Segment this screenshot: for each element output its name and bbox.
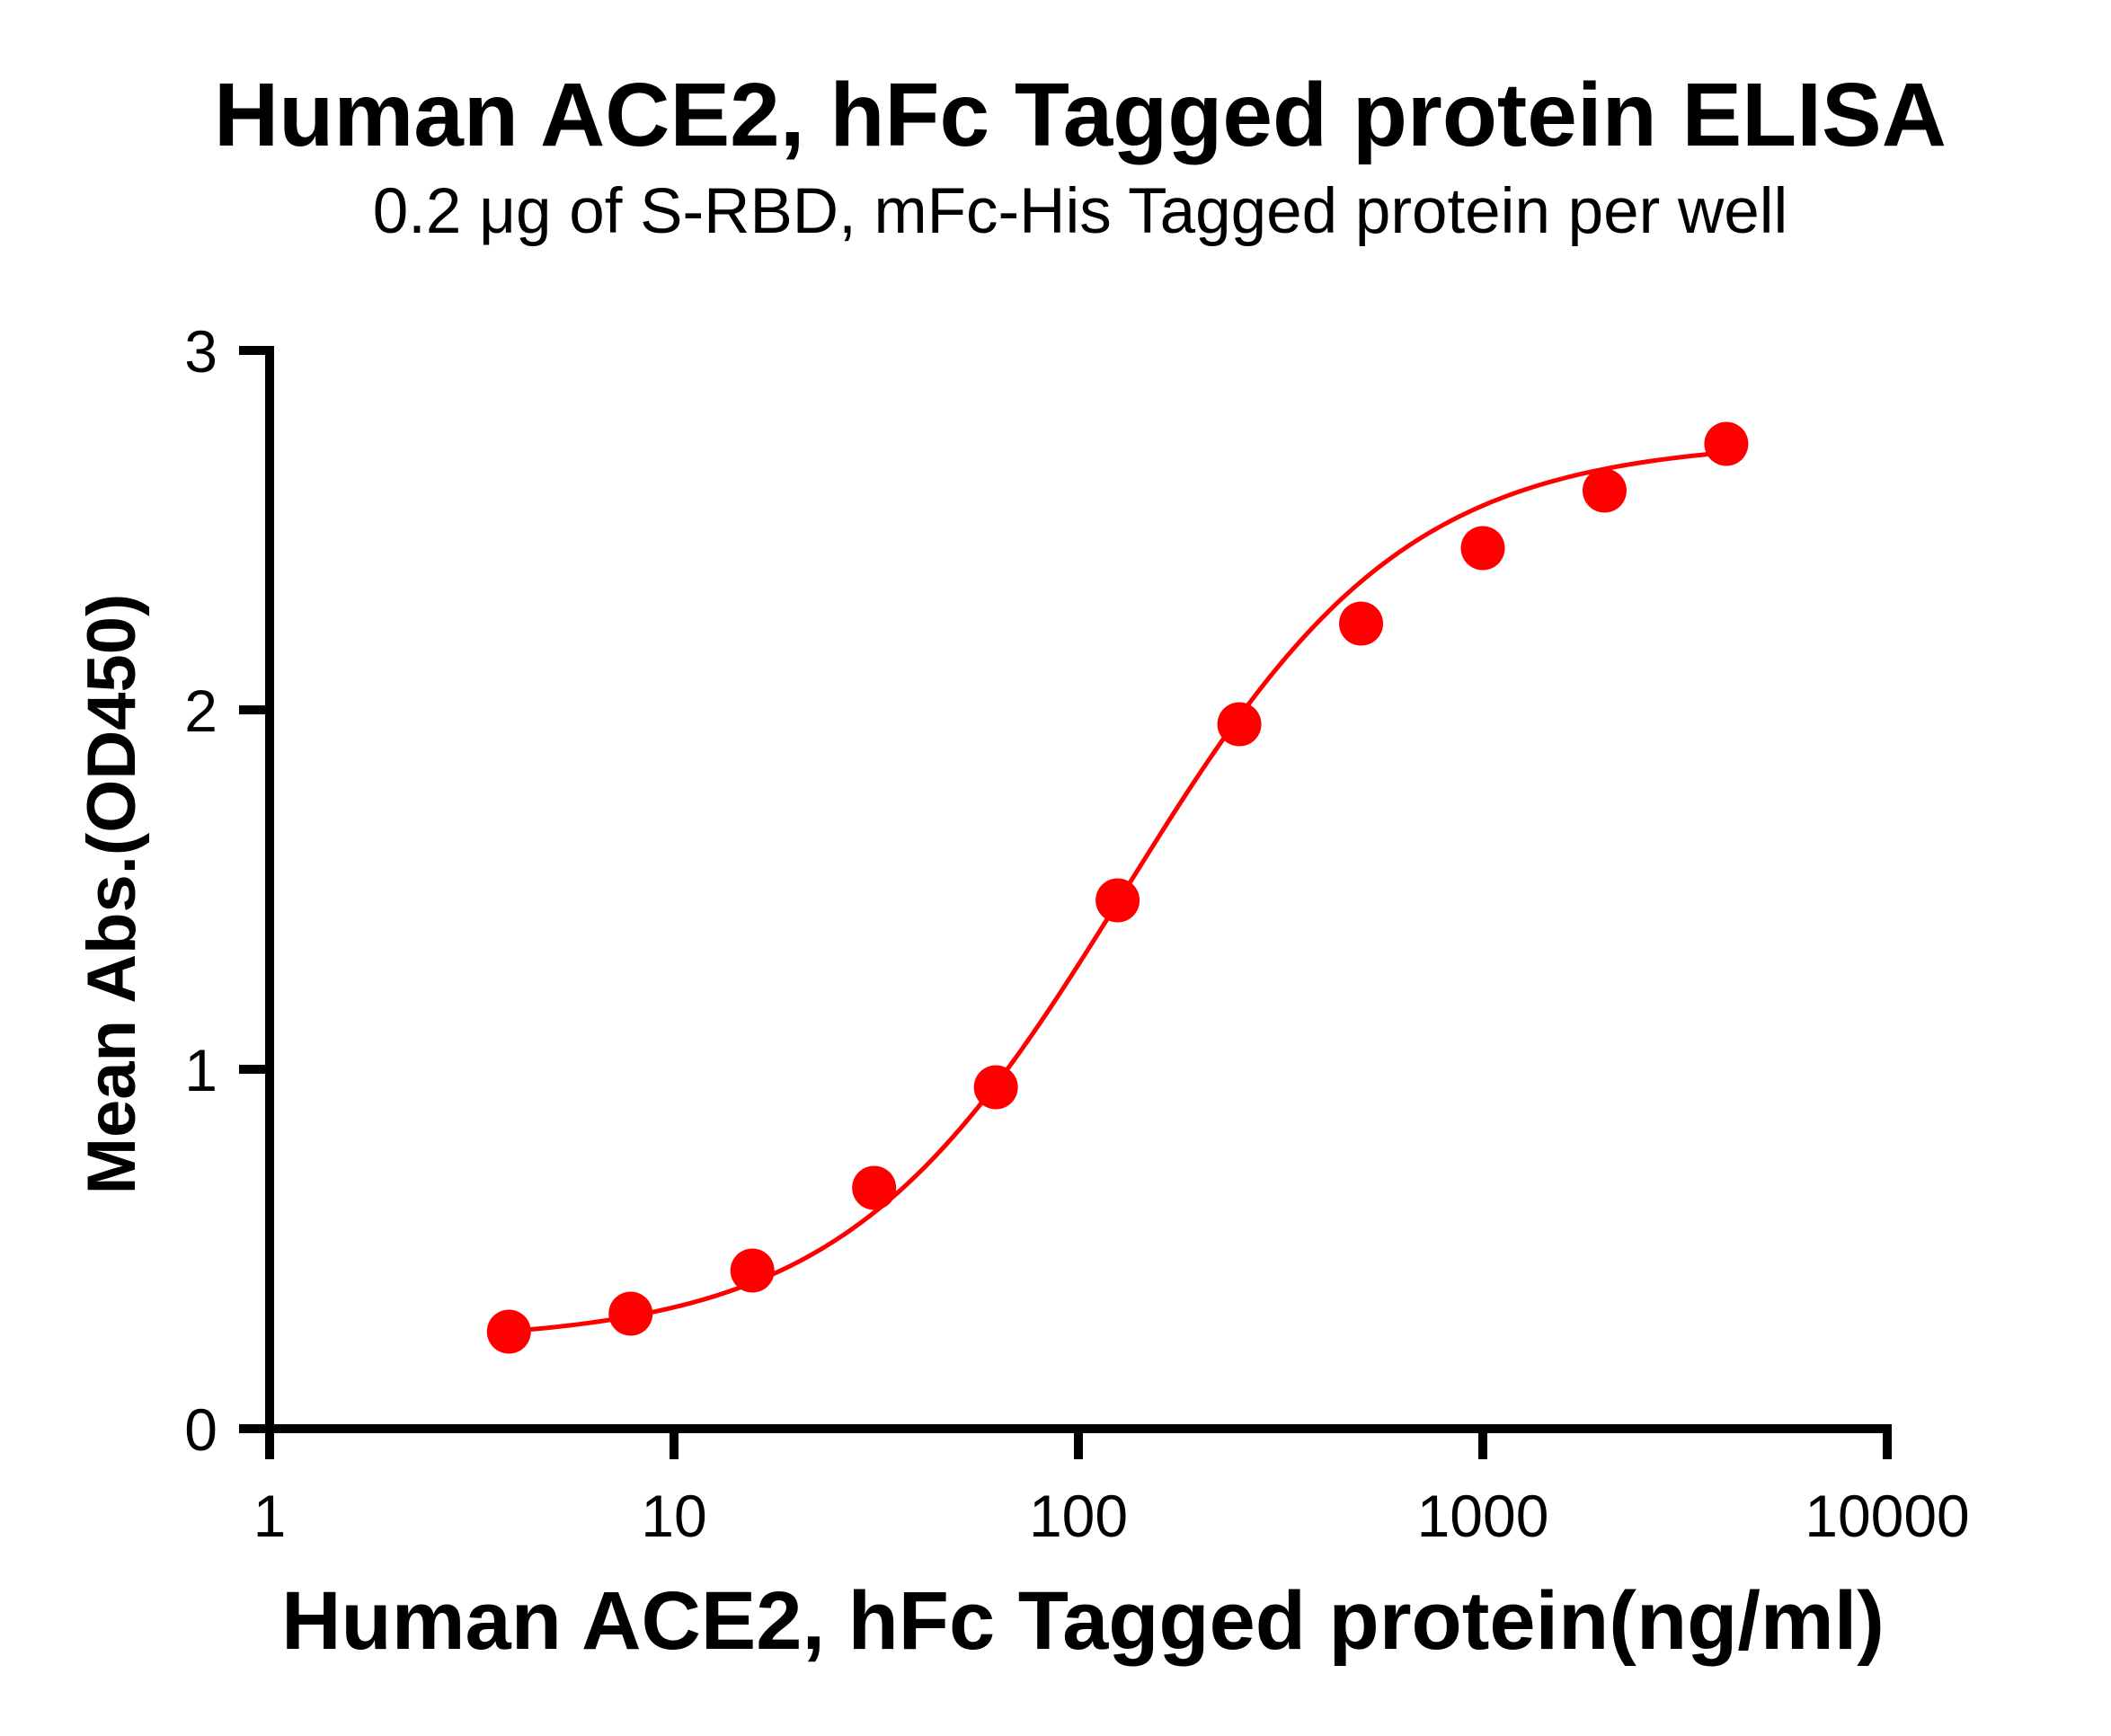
y-tick-label: 2 — [184, 678, 217, 744]
chart-title: Human ACE2, hFc Tagged protein ELISA — [214, 65, 1947, 165]
data-point-marker — [973, 1065, 1018, 1110]
data-point-marker — [1582, 468, 1627, 513]
x-tick-label: 1000 — [1417, 1483, 1549, 1549]
x-tick-label: 10000 — [1805, 1483, 1970, 1549]
y-tick-label: 0 — [184, 1396, 217, 1463]
data-point-marker — [486, 1309, 531, 1354]
data-point-marker — [730, 1248, 775, 1293]
x-axis: 1 10 100 1000 10000 — [239, 1424, 1970, 1549]
x-tick-label: 1 — [253, 1483, 287, 1549]
y-tick-label: 3 — [184, 318, 217, 385]
data-point-marker — [852, 1165, 897, 1210]
data-point-marker — [608, 1291, 653, 1336]
x-tick-label: 10 — [641, 1483, 706, 1549]
data-point-marker — [1460, 526, 1505, 571]
data-point-marker — [1217, 702, 1262, 747]
data-point-marker — [1704, 421, 1749, 466]
y-axis: 0 1 2 3 — [184, 318, 274, 1463]
data-point-marker — [1339, 601, 1384, 646]
x-axis-label: Human ACE2, hFc Tagged protein(ng/ml) — [281, 1575, 1885, 1667]
chart-subtitle: 0.2 μg of S-RBD, mFc-His Tagged protein … — [372, 176, 1788, 247]
x-tick-label: 100 — [1029, 1483, 1128, 1549]
data-point-marker — [1095, 878, 1140, 923]
y-tick-label: 1 — [184, 1037, 217, 1103]
data-points-layer — [486, 421, 1749, 1354]
y-axis-label: Mean Abs.(OD450) — [74, 593, 150, 1195]
